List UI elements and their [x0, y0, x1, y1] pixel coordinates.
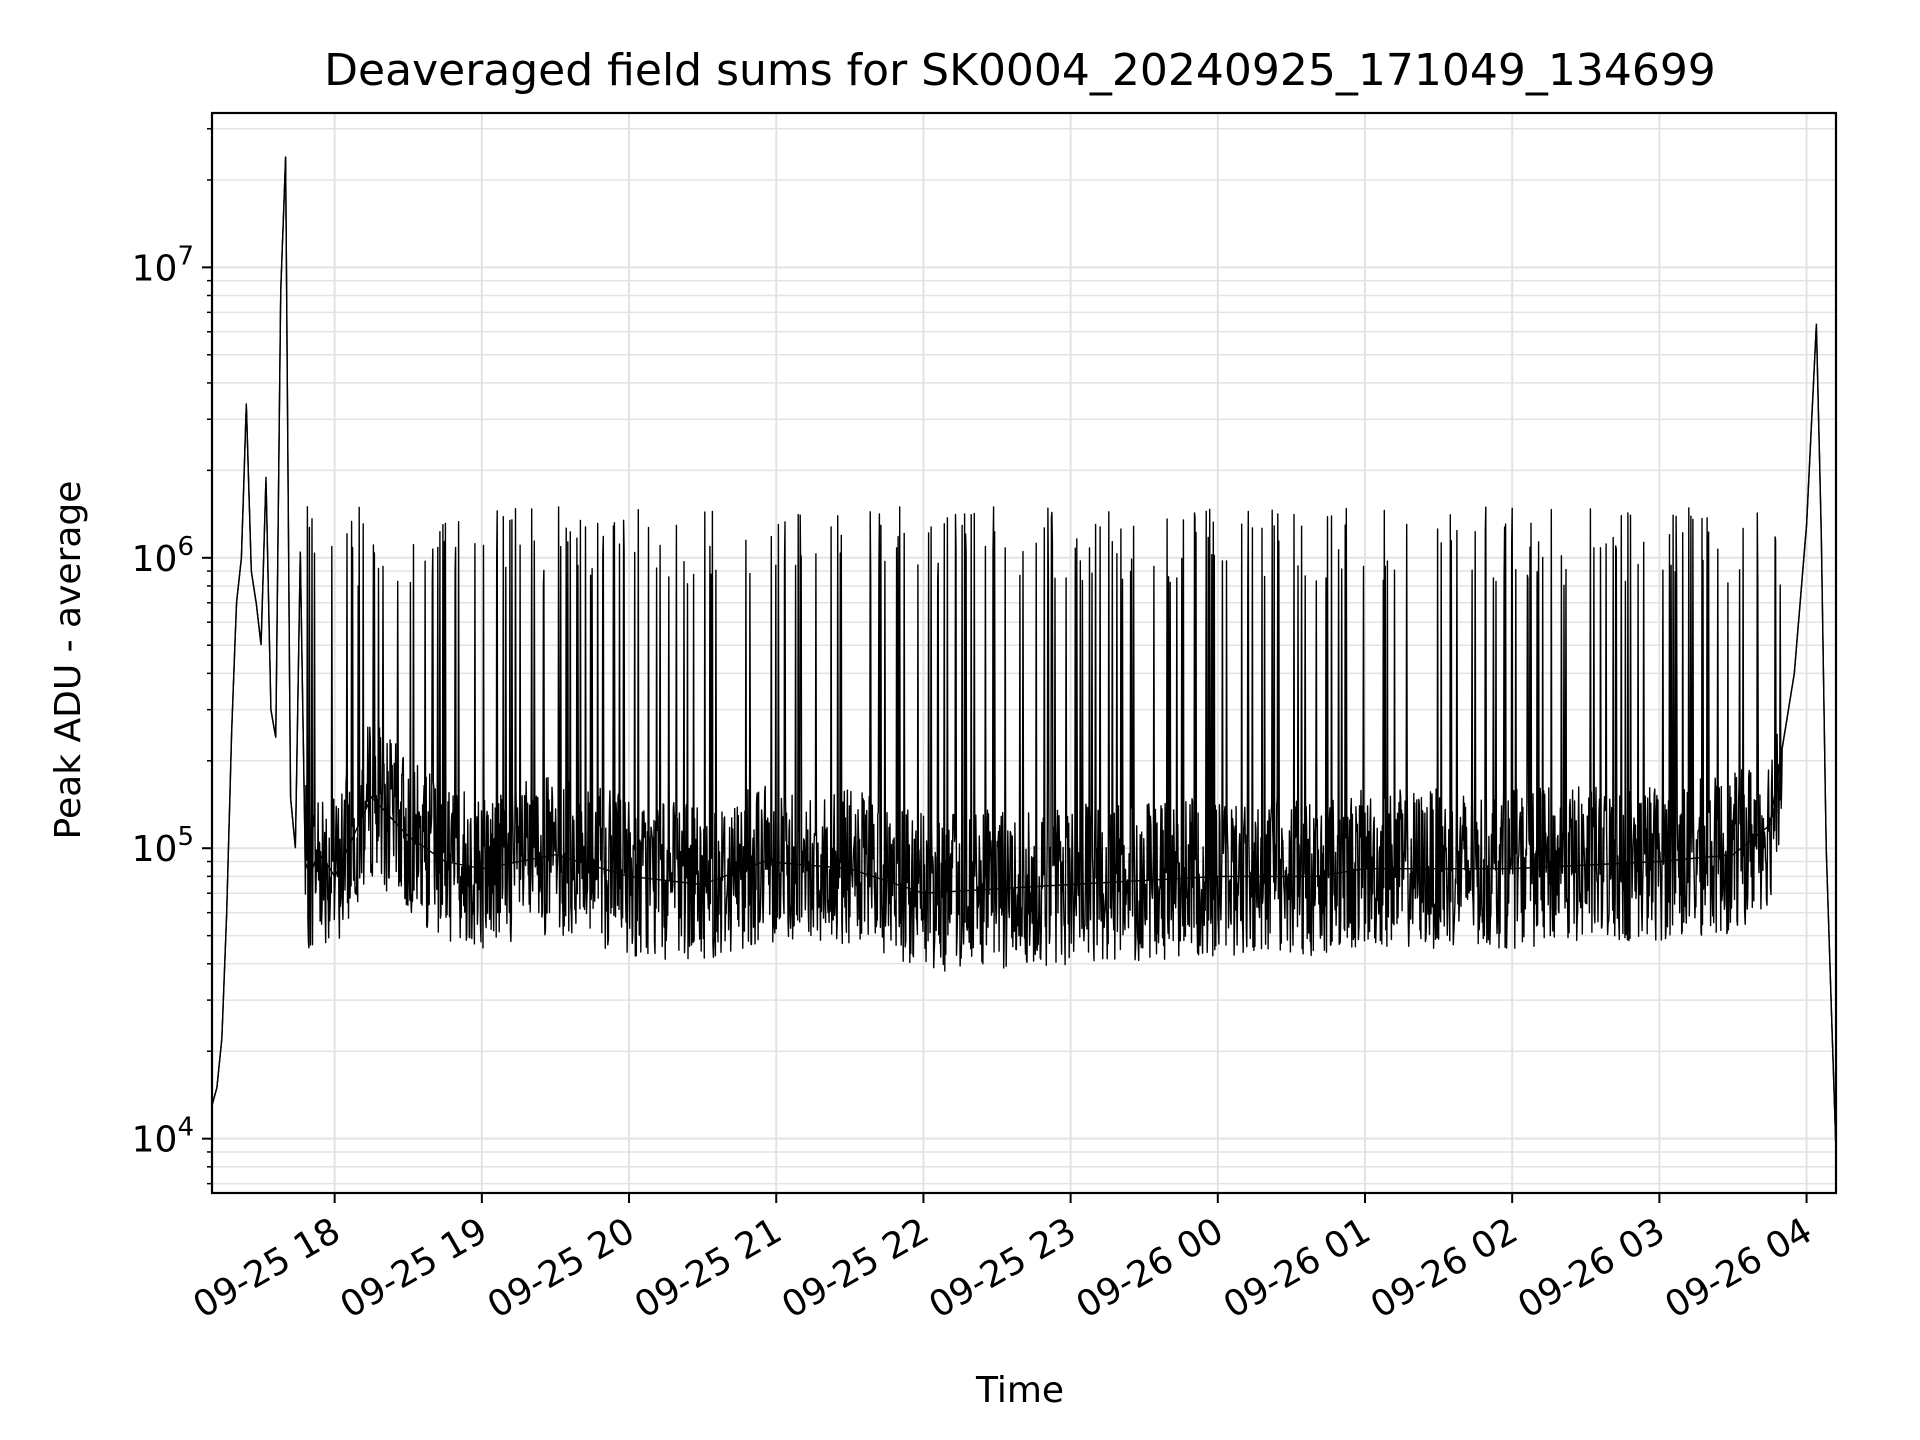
- x-axis-label: Time: [975, 1370, 1064, 1411]
- series-line: [211, 156, 1837, 1153]
- chart-title: Deaveraged field sums for SK0004_2024092…: [324, 45, 1716, 96]
- series-anchor-line: [211, 156, 1837, 1153]
- y-tick-label: 105: [132, 822, 194, 870]
- y-tick-label: 107: [132, 241, 194, 289]
- y-tick-label: 106: [132, 532, 194, 580]
- y-tick-label: 104: [132, 1113, 194, 1161]
- y-axis-label: Peak ADU - average: [48, 481, 89, 840]
- plot-frame: [210, 111, 1838, 1195]
- data-layer: [211, 156, 1837, 1153]
